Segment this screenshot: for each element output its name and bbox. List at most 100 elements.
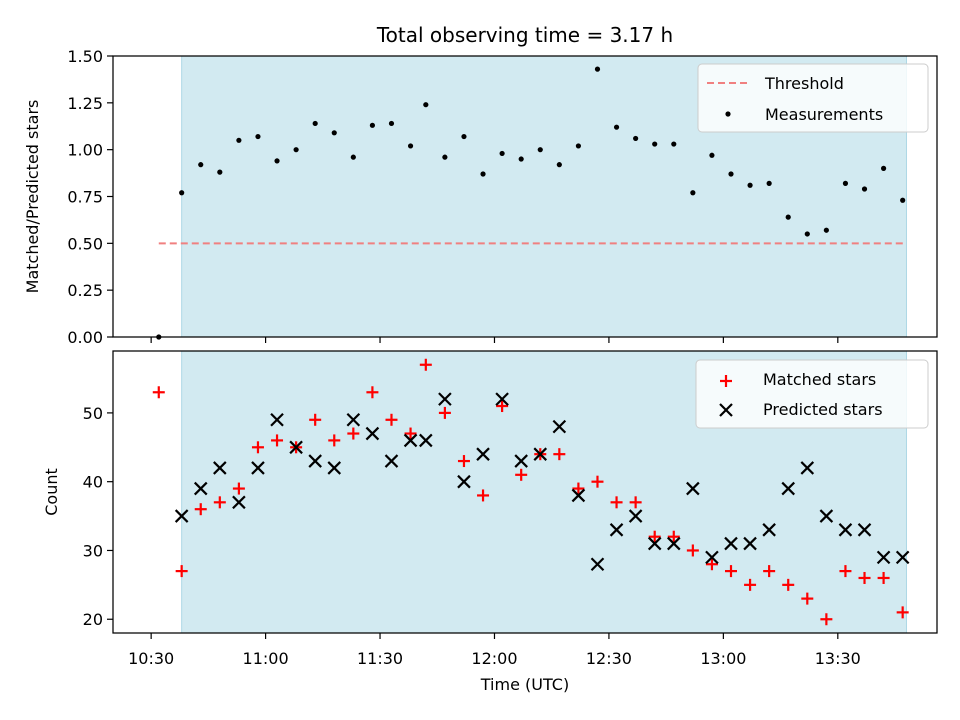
bottom-legend-box <box>695 359 929 429</box>
matched-star-point <box>251 441 264 454</box>
matched-star-point <box>175 565 188 578</box>
top-y-tick-label: 1.25 <box>67 94 103 113</box>
measurement-point <box>518 156 524 162</box>
matched-star-point <box>328 434 341 447</box>
matched-star-point <box>404 427 417 440</box>
predicted-star-point <box>457 474 471 489</box>
matched-star-point <box>782 578 795 591</box>
measurement-point <box>613 124 620 130</box>
matched-star-point <box>725 565 737 578</box>
x-tick-label: 12:30 <box>586 649 632 668</box>
measurement-point <box>709 152 715 158</box>
matched-star-point <box>610 496 623 509</box>
predicted-star-point <box>419 433 433 448</box>
predicted-star-point <box>819 509 834 523</box>
predicted-star-point <box>346 413 361 427</box>
matched-star-point <box>515 468 528 481</box>
predicted-star-point <box>213 461 227 475</box>
x-axis-label: Time (UTC) <box>480 675 569 694</box>
legend-predicted-swatch <box>719 403 733 417</box>
measurement-point <box>293 147 299 153</box>
predicted-star-point <box>251 461 265 475</box>
measurement-point <box>556 162 562 168</box>
matched-star-point <box>572 482 585 495</box>
matched-star-point <box>686 544 699 557</box>
bottom-y-tick-label: 30 <box>83 541 103 560</box>
measurement-point <box>461 133 467 140</box>
chart-title: Total observing time = 3.17 h <box>376 23 673 47</box>
predicted-star-point <box>495 392 509 406</box>
x-tick-label: 10:30 <box>128 649 174 668</box>
predicted-star-point <box>438 392 452 406</box>
measurement-point <box>537 147 543 153</box>
matched-star-point <box>309 413 322 426</box>
matched-star-point <box>232 482 245 495</box>
predicted-star-point <box>609 523 624 537</box>
matched-star-point <box>629 496 642 509</box>
top-legend-box <box>697 63 929 133</box>
measurement-point <box>766 180 772 186</box>
measurement-point <box>671 141 677 147</box>
predicted-star-point <box>403 433 418 448</box>
top-y-axis-label: Matched/Predicted stars <box>23 100 42 294</box>
bottom-y-tick-label: 20 <box>83 610 103 629</box>
predicted-star-point <box>590 557 605 571</box>
measurement-point <box>179 190 185 196</box>
top-y-tick-label: 0.75 <box>67 188 103 207</box>
predicted-star-point <box>876 550 891 565</box>
matched-star-point <box>438 406 451 419</box>
measurement-point <box>198 162 204 168</box>
measurement-point <box>423 102 429 108</box>
measurement-point <box>594 66 601 72</box>
measurement-point <box>633 135 639 142</box>
measurement-point <box>785 214 791 220</box>
matched-star-point <box>705 558 718 571</box>
predicted-star-point <box>647 536 662 551</box>
measurement-point <box>499 150 505 157</box>
matched-star-point <box>763 565 776 578</box>
predicted-star-point <box>533 447 548 461</box>
measurement-point <box>575 143 582 149</box>
predicted-star-point <box>705 550 719 565</box>
bottom-y-tick-label: 40 <box>83 473 103 492</box>
matched-star-point <box>385 413 398 426</box>
measurement-point <box>350 154 356 160</box>
predicted-star-point <box>476 447 490 461</box>
matched-star-point <box>194 503 207 516</box>
measurement-point <box>255 133 261 140</box>
measurement-point <box>442 154 448 160</box>
matched-star-point <box>858 571 871 584</box>
bottom-x-ticks: 10:30 11:00 11:30 12:00 12:30 13:00 13:30 <box>128 633 861 668</box>
top-legend: Threshold Measurements <box>697 63 929 133</box>
measurement-point <box>331 130 337 136</box>
measurement-point <box>900 197 906 203</box>
predicted-star-point <box>857 523 872 537</box>
predicted-star-point <box>365 426 380 441</box>
measurement-point <box>823 227 829 233</box>
matched-star-point <box>896 606 909 619</box>
matched-star-point <box>477 489 490 502</box>
predicted-star-point <box>289 440 303 455</box>
measurements-series <box>156 66 906 340</box>
matched-star-point <box>496 400 509 413</box>
x-tick-label: 13:00 <box>700 649 746 668</box>
predicted-star-point <box>552 419 567 434</box>
measurement-point <box>312 120 318 127</box>
top-x-ticks <box>150 337 839 343</box>
predicted-star-point <box>666 536 681 551</box>
legend-measurements-swatch <box>725 111 731 117</box>
matched-star-point <box>839 565 852 578</box>
predicted-star-point <box>232 495 246 510</box>
predicted-star-point <box>571 488 586 503</box>
matched-star-point <box>419 358 432 371</box>
measurement-point <box>728 171 734 177</box>
predicted-star-point <box>327 461 342 475</box>
bottom-y-ticks: 20 30 40 50 <box>83 404 113 629</box>
predicted-star-point <box>781 481 796 496</box>
predicted-star-point <box>743 536 757 551</box>
matched-star-point <box>648 530 661 543</box>
predicted-star-point <box>838 523 853 537</box>
measurement-point <box>861 186 868 192</box>
measurement-point <box>369 122 376 128</box>
legend-matched-swatch <box>720 375 732 387</box>
